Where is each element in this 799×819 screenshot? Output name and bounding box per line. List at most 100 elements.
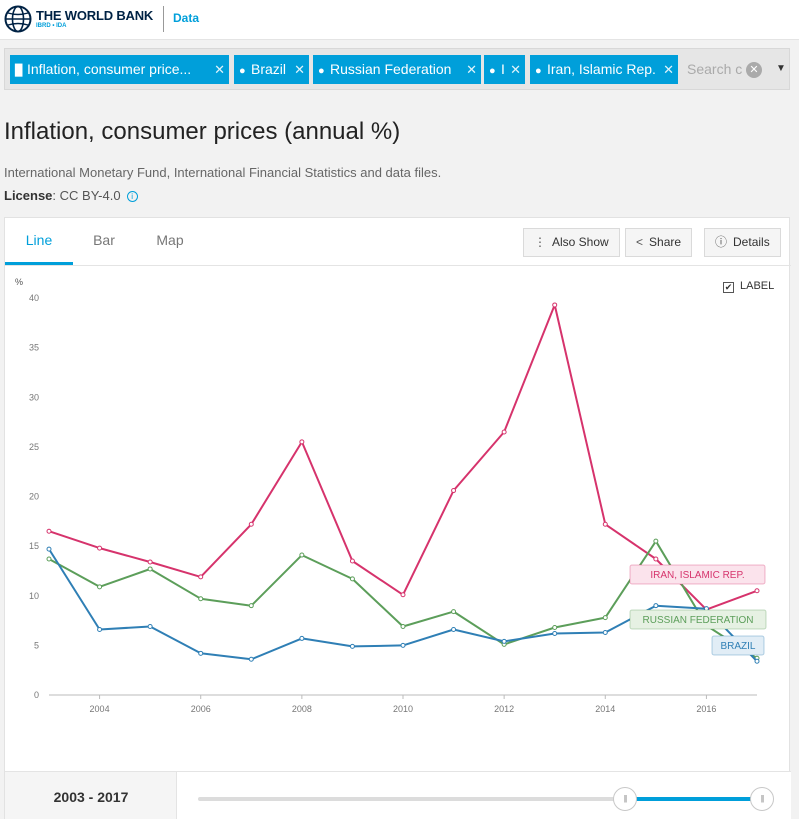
chip-label: Russian Federation: [330, 61, 452, 77]
series-end-label: IRAN, ISLAMIC REP.: [650, 570, 744, 581]
data-point: [501, 429, 507, 435]
chip-remove-icon[interactable]: ✕: [663, 62, 674, 77]
chip-country-brazil[interactable]: ● Brazil ✕: [234, 55, 309, 84]
data-point: [754, 588, 760, 594]
top-bar: THE WORLD BANK IBRD • IDA Data: [0, 0, 799, 40]
data-point: [754, 658, 760, 664]
series-end-label-box: [629, 609, 767, 630]
range-box: 2003 - 2017: [5, 772, 177, 819]
brand-subtitle: IBRD • IDA: [36, 23, 67, 29]
data-point: [653, 603, 659, 609]
series-end-label: BRAZIL: [720, 641, 755, 652]
series-line: [48, 540, 758, 660]
chip-remove-icon[interactable]: ✕: [466, 62, 477, 77]
info-icon[interactable]: i: [126, 191, 138, 202]
data-point: [46, 556, 52, 562]
world-bank-logo[interactable]: [4, 5, 32, 33]
data-point: [198, 596, 204, 602]
data-link[interactable]: Data: [173, 11, 200, 25]
y-tick-label: 40: [29, 293, 39, 303]
x-tick-label: 2016: [696, 704, 716, 714]
pin-icon: ●: [239, 65, 246, 77]
brand-divider: [163, 6, 164, 32]
data-point: [147, 624, 153, 630]
search-input[interactable]: Search c: [687, 61, 743, 77]
range-slider-track[interactable]: [198, 797, 764, 801]
y-tick-label: 0: [34, 690, 39, 700]
brand-name[interactable]: THE WORLD BANK: [36, 8, 154, 23]
filter-bar: ▉ Inflation, consumer price... ✕ ● Brazil ✕ …: [4, 48, 790, 90]
data-point: [602, 629, 608, 635]
data-point: [97, 584, 103, 590]
data-point: [299, 635, 305, 641]
details-label: Details: [733, 235, 770, 249]
pin-icon: ●: [535, 65, 542, 77]
data-point: [400, 592, 406, 598]
license: License: CC BY-4.0 i: [4, 188, 138, 203]
license-value[interactable]: : CC BY-4.0: [52, 188, 121, 203]
range-start-handle[interactable]: |||: [613, 787, 637, 811]
x-tick-label: 2010: [393, 704, 413, 714]
data-point: [248, 603, 254, 609]
range-label: 2003 - 2017: [53, 789, 129, 805]
tab-bar[interactable]: Bar: [93, 232, 115, 248]
pin-icon: ●: [318, 65, 325, 77]
data-point: [552, 625, 558, 631]
chip-country-russia[interactable]: ● Russian Federation ✕: [313, 55, 481, 84]
data-point: [400, 642, 406, 648]
tab-map[interactable]: Map: [156, 232, 184, 248]
data-point: [299, 552, 305, 558]
clear-all-icon[interactable]: ✕: [746, 62, 762, 78]
chip-remove-icon[interactable]: ✕: [510, 62, 521, 77]
y-tick-label: 10: [29, 591, 39, 601]
data-point: [147, 566, 153, 572]
chip-country-iran[interactable]: ● Iran, Islamic Rep. ✕: [530, 55, 678, 84]
data-point: [602, 615, 608, 621]
data-point: [400, 624, 406, 630]
data-point: [248, 656, 254, 662]
x-tick-label: 2012: [494, 704, 514, 714]
data-point: [653, 556, 659, 562]
range-footer: 2003 - 2017 ||| |||: [5, 771, 791, 819]
share-button[interactable]: < Share: [625, 228, 693, 257]
data-point: [451, 488, 457, 494]
x-tick-label: 2008: [292, 704, 312, 714]
page-title: Inflation, consumer prices (annual %): [4, 118, 401, 145]
data-point: [451, 626, 457, 632]
line-chart: % 0 5 10 15 20 25 30 35 40 2004 2006 2008 2010 2012 201…: [15, 277, 767, 714]
data-point: [501, 638, 507, 644]
chip-country-i[interactable]: ● I ✕: [484, 55, 525, 84]
chip-indicator[interactable]: ▉ Inflation, consumer price... ✕: [10, 55, 229, 84]
x-tick-label: 2004: [90, 704, 110, 714]
y-tick-label: 30: [29, 392, 39, 402]
series-line: [48, 303, 758, 611]
checkbox-checked-icon[interactable]: ✔: [723, 282, 734, 293]
range-end-handle[interactable]: |||: [750, 787, 774, 811]
y-tick-label: 35: [29, 343, 39, 353]
details-button[interactable]: ⓘ Details: [704, 228, 781, 257]
x-tick-label: 2006: [191, 704, 211, 714]
chip-remove-icon[interactable]: ✕: [214, 62, 225, 77]
y-tick-label: 15: [29, 541, 39, 551]
bar-chart-icon: ▉: [15, 65, 24, 77]
data-point: [552, 630, 558, 636]
y-tick-label: 5: [34, 640, 39, 650]
data-point: [248, 521, 254, 527]
series-end-label-box: [629, 564, 766, 585]
share-icon: <: [636, 235, 644, 249]
more-vertical-icon: ⋮: [534, 235, 546, 249]
tab-line[interactable]: Line: [5, 218, 73, 265]
also-show-button[interactable]: ⋮ Also Show: [523, 228, 620, 257]
share-label: Share: [649, 235, 682, 249]
source-text: International Monetary Fund, Internation…: [4, 165, 442, 180]
tab-divider: [5, 265, 791, 266]
chip-label: Inflation, consumer price...: [27, 61, 192, 77]
chevron-down-icon[interactable]: ▼: [776, 63, 786, 74]
series-end-label-box: [711, 635, 765, 656]
y-tick-label: 25: [29, 442, 39, 452]
license-label: License: [4, 188, 53, 203]
data-point: [198, 650, 204, 656]
series-end-label: RUSSIAN FEDERATION: [643, 615, 754, 626]
label-toggle[interactable]: ✔ LABEL: [723, 280, 774, 293]
chip-remove-icon[interactable]: ✕: [294, 62, 305, 77]
